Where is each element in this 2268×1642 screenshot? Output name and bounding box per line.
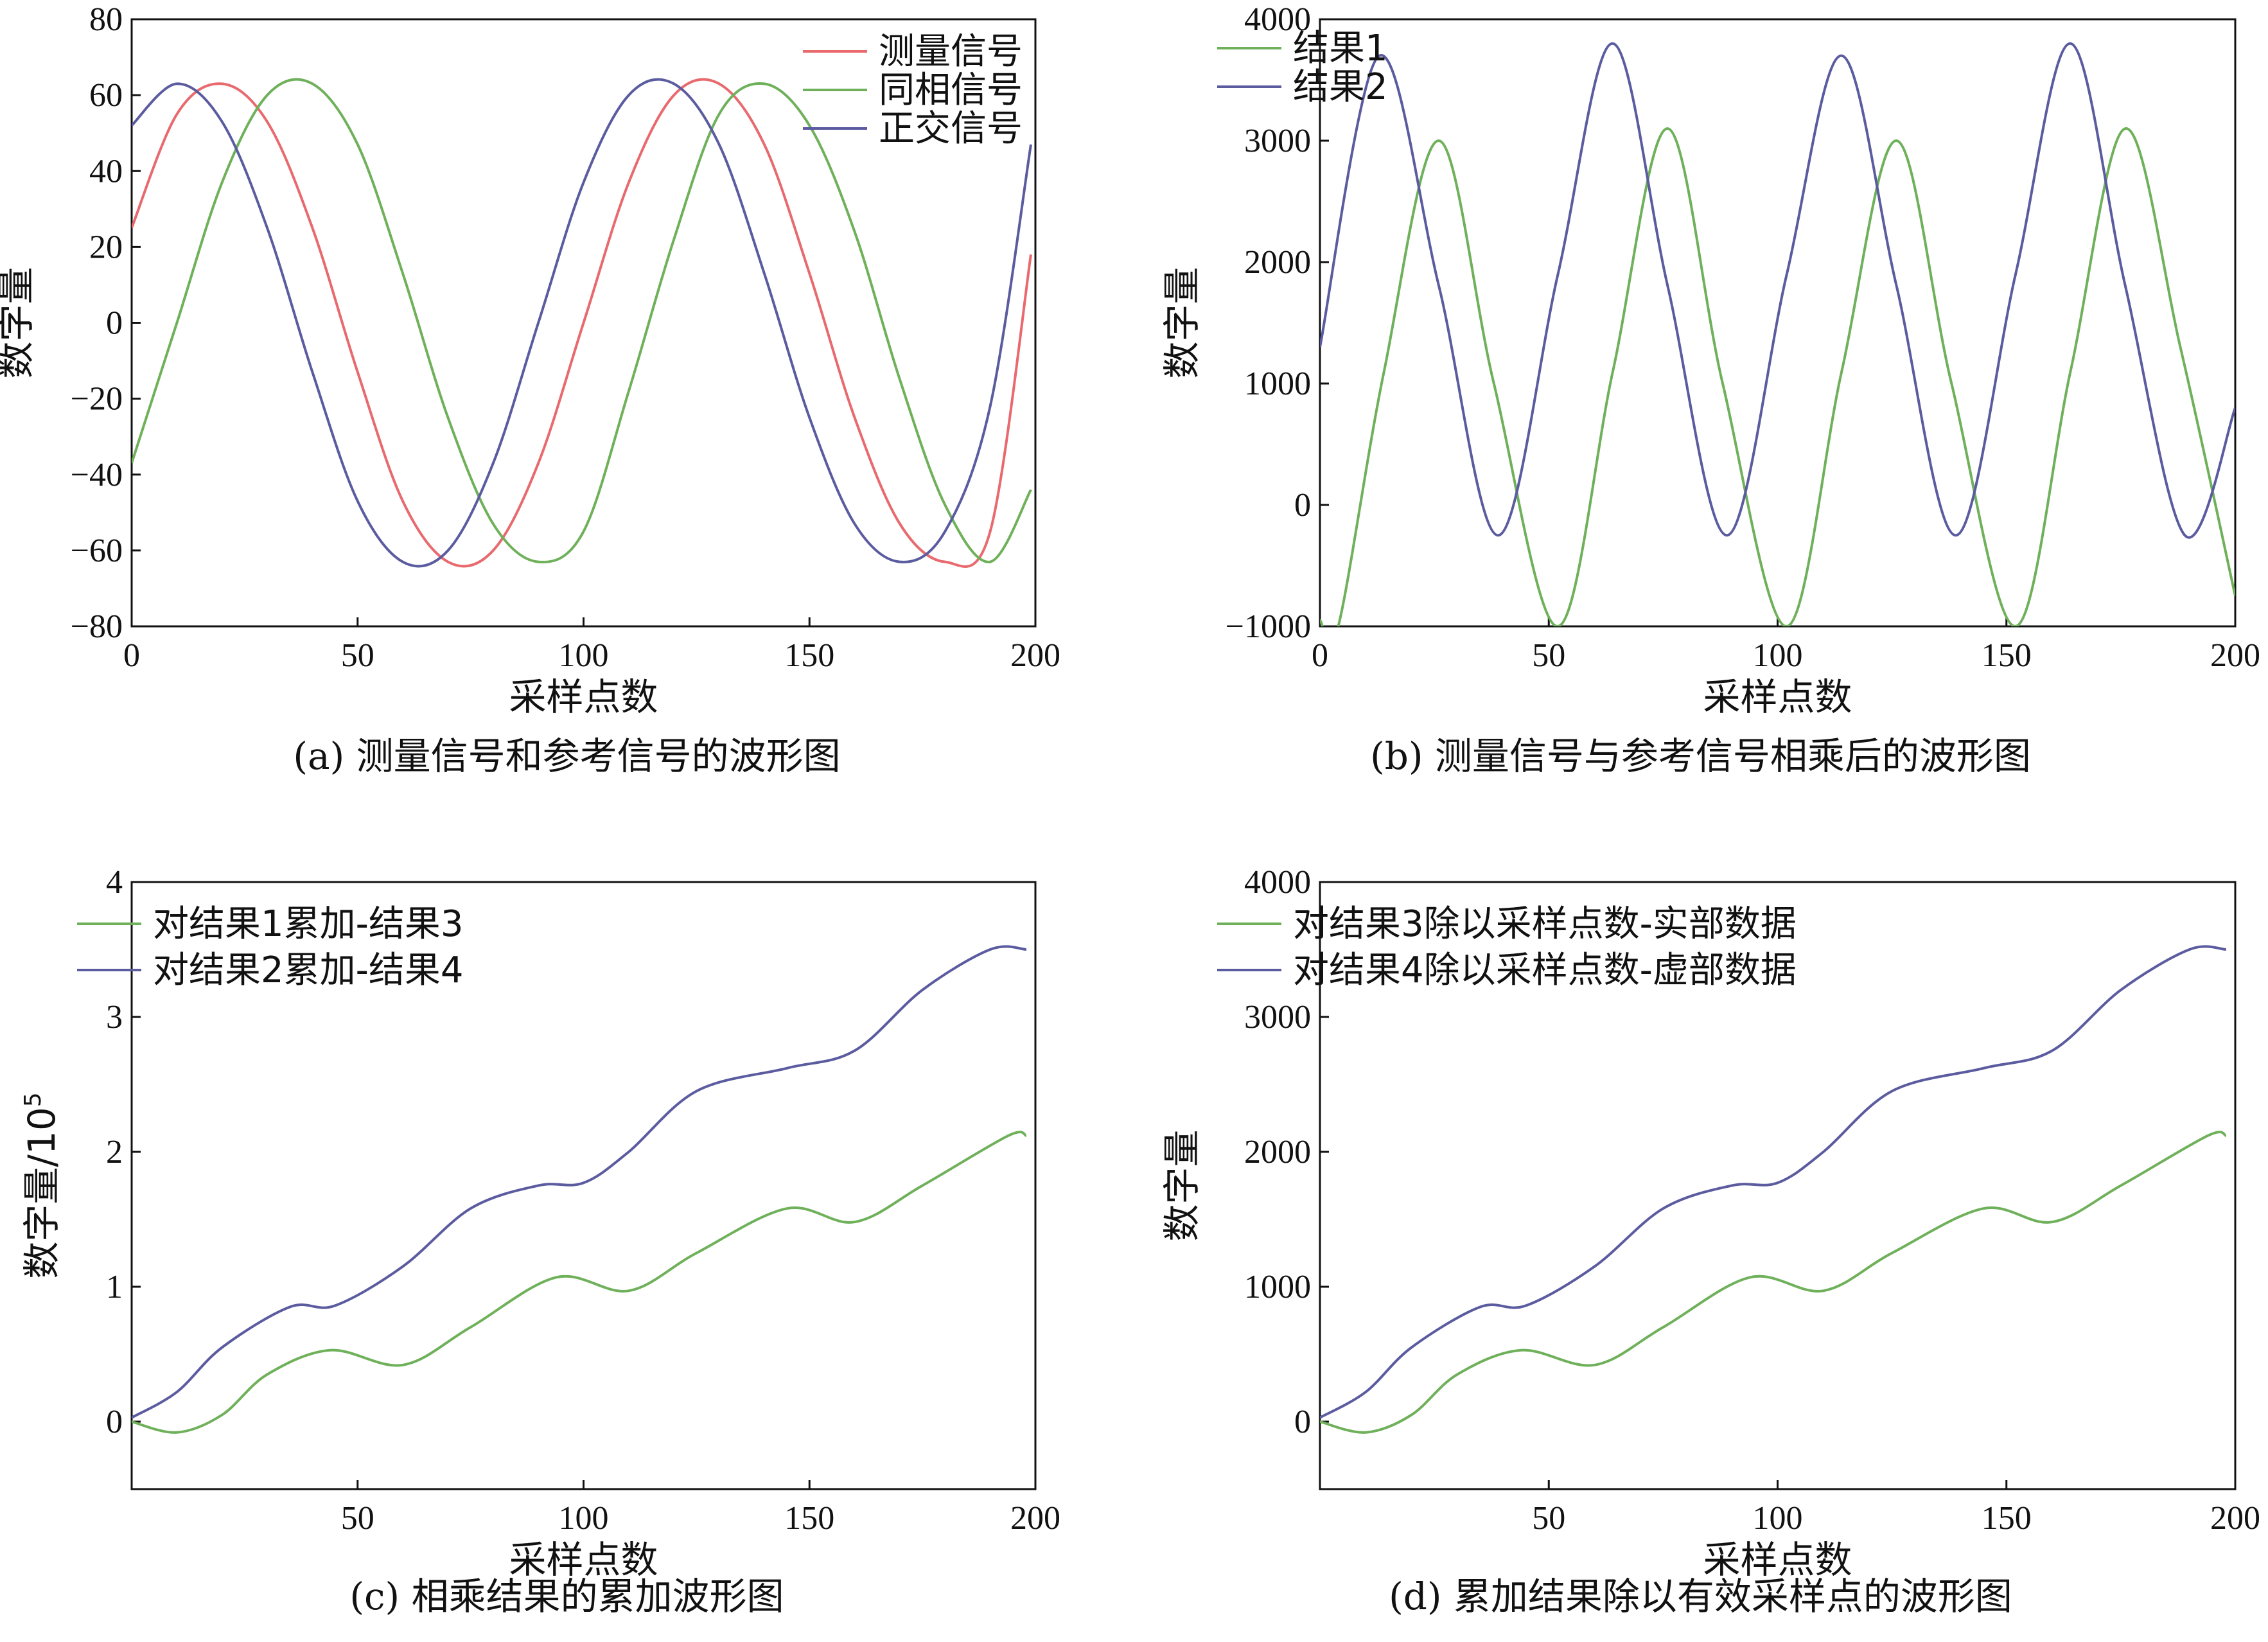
chart-a-ytick-label: 80 bbox=[89, 1, 123, 38]
chart-b-xtick-label: 100 bbox=[1753, 637, 1803, 674]
chart-d-legend-label: 对结果3除以采样点数-实部数据 bbox=[1293, 903, 1797, 945]
chart-d-ytick-label: 3000 bbox=[1244, 999, 1311, 1036]
chart-a-xtick-label: 100 bbox=[559, 637, 609, 674]
chart-a-ytick-label: 40 bbox=[89, 153, 123, 190]
chart-d-xtick-label: 50 bbox=[1532, 1500, 1565, 1537]
chart-b-xlabel: 采样点数 bbox=[1703, 675, 1852, 719]
chart-c-xtick-label: 200 bbox=[1010, 1500, 1060, 1537]
chart-a-series-3-line bbox=[132, 78, 1032, 568]
chart-a-series-1-line bbox=[132, 78, 1032, 568]
chart-c-xtick-label: 50 bbox=[341, 1500, 374, 1537]
chart-c-ylabel: 数字量/105 bbox=[20, 1092, 64, 1278]
chart-d-ytick-label: 1000 bbox=[1244, 1269, 1311, 1305]
chart-d-ytick-label: 2000 bbox=[1244, 1134, 1311, 1170]
chart-c-ytick-label: 0 bbox=[106, 1404, 123, 1440]
chart-c-ytick-label: 1 bbox=[106, 1269, 123, 1305]
chart-a-xlabel: 采样点数 bbox=[509, 675, 658, 719]
chart-d-xlabel: 采样点数 bbox=[1703, 1538, 1852, 1582]
chart-d-legend-label: 对结果4除以采样点数-虚部数据 bbox=[1293, 949, 1797, 991]
chart-c-ytick-label: 2 bbox=[106, 1134, 123, 1170]
chart-d-series-1-line bbox=[1320, 1131, 2227, 1434]
chart-b-xtick-label: 50 bbox=[1532, 637, 1565, 674]
chart-a-xtick-label: 200 bbox=[1010, 637, 1060, 674]
chart-c-caption: (c) 相乘结果的累加波形图 bbox=[349, 1575, 784, 1618]
chart-a-ytick-label: 20 bbox=[89, 229, 123, 265]
chart-a-ytick-label: −20 bbox=[71, 381, 123, 418]
chart-b-ytick-label: 2000 bbox=[1244, 244, 1311, 281]
chart-a-legend-label: 同相信号 bbox=[879, 69, 1023, 111]
chart-b-xtick-label: 200 bbox=[2210, 637, 2260, 674]
chart-d-caption: (d) 累加结果除以有效采样点的波形图 bbox=[1389, 1575, 2012, 1618]
chart-b-legend-label: 结果2 bbox=[1293, 66, 1388, 108]
chart-a-svg: 0 50 100 150 200 −80 −60 −40 −20 0 20 40 60 80 采样点数 数字量… bbox=[0, 1, 1060, 719]
chart-c-xtick-label: 150 bbox=[784, 1500, 834, 1537]
chart-a-ytick-label: −60 bbox=[71, 533, 123, 569]
chart-a-ytick-label: 60 bbox=[89, 77, 123, 114]
chart-d-ylabel: 数字量 bbox=[1160, 1129, 1204, 1241]
chart-panel-b: 0 50 100 150 200 −1000 0 1000 2000 3000 4000 采样点数 数字… bbox=[1134, 0, 2267, 821]
chart-c-ylabel-exponent: 5 bbox=[20, 1092, 46, 1107]
chart-c-svg: 50 100 150 200 0 1 2 3 4 采样点数 数字量/105 对结果1累加-结果3对结果… bbox=[20, 864, 1060, 1582]
chart-b-ytick-label: −1000 bbox=[1226, 608, 1311, 645]
chart-b-xtick-label: 0 bbox=[1312, 637, 1328, 674]
chart-d-ytick-label: 4000 bbox=[1244, 864, 1311, 901]
chart-b-ytick-label: 1000 bbox=[1244, 366, 1311, 402]
chart-d-svg: 50 100 150 20001000200030004000采样点数数字量对结果3除… bbox=[1160, 864, 2260, 1582]
chart-d-xtick-label: 150 bbox=[1982, 1500, 2032, 1537]
chart-d-ytick-label: 0 bbox=[1294, 1404, 1311, 1440]
chart-c-legend-label: 对结果2累加-结果4 bbox=[153, 949, 463, 991]
chart-a-xtick-label: 150 bbox=[784, 637, 834, 674]
chart-b-ytick-label: 4000 bbox=[1244, 1, 1311, 38]
chart-b-caption: (b) 测量信号与参考信号相乘后的波形图 bbox=[1370, 734, 2031, 778]
chart-b-series-1-line bbox=[1320, 127, 2235, 626]
chart-panel-c: 50 100 150 200 0 1 2 3 4 采样点数 数字量/105 对结果1累加-结果3 对结果… bbox=[0, 821, 1134, 1642]
chart-a-xtick-label: 50 bbox=[341, 637, 374, 674]
chart-a-series-2-line bbox=[132, 78, 1032, 563]
chart-a-ytick-label: −80 bbox=[71, 608, 123, 645]
chart-a-caption: (a) 测量信号和参考信号的波形图 bbox=[293, 734, 841, 778]
chart-a-legend-label: 正交信号 bbox=[879, 108, 1023, 150]
chart-d-xtick-label: 100 bbox=[1753, 1500, 1803, 1537]
chart-c-series-2-line bbox=[132, 945, 1027, 1419]
chart-a-xtick-label: 0 bbox=[123, 637, 140, 674]
chart-a-ylabel: 数字量 bbox=[0, 267, 38, 378]
chart-b-ytick-label: 3000 bbox=[1244, 123, 1311, 159]
chart-b-xtick-label: 150 bbox=[1982, 637, 2032, 674]
chart-a-legend-label: 测量信号 bbox=[879, 31, 1023, 73]
chart-b-svg: 0 50 100 150 200−100001000200030004000采样点数数字… bbox=[1160, 1, 2260, 719]
chart-c-series-1-line bbox=[132, 1131, 1027, 1434]
chart-panel-d: 50 100 150 200 0 1000 2000 3000 4000 采样点数 数字量 对结果3除… bbox=[1134, 821, 2267, 1642]
chart-d-xtick-label: 200 bbox=[2210, 1500, 2260, 1537]
chart-panel-a: 0 50 100 150 200 −80 −60 −40 −20 0 20 40 60 80 采样点数 数字量… bbox=[0, 0, 1134, 821]
chart-a-ytick-label: 0 bbox=[106, 305, 123, 342]
chart-d-series-2-line bbox=[1320, 945, 2226, 1419]
chart-c-ytick-label: 4 bbox=[106, 864, 123, 901]
chart-c-xlabel: 采样点数 bbox=[509, 1538, 658, 1582]
chart-b-legend-label: 结果1 bbox=[1293, 28, 1388, 69]
chart-c-legend-label: 对结果1累加-结果3 bbox=[153, 903, 463, 945]
chart-c-ytick-label: 3 bbox=[106, 999, 123, 1036]
chart-a-ytick-label: −40 bbox=[71, 457, 123, 493]
chart-c-xtick-label: 100 bbox=[559, 1500, 609, 1537]
chart-b-ytick-label: 0 bbox=[1294, 487, 1311, 524]
chart-b-ylabel: 数字量 bbox=[1160, 267, 1204, 378]
chart-b-series-2-line bbox=[1320, 42, 2235, 539]
